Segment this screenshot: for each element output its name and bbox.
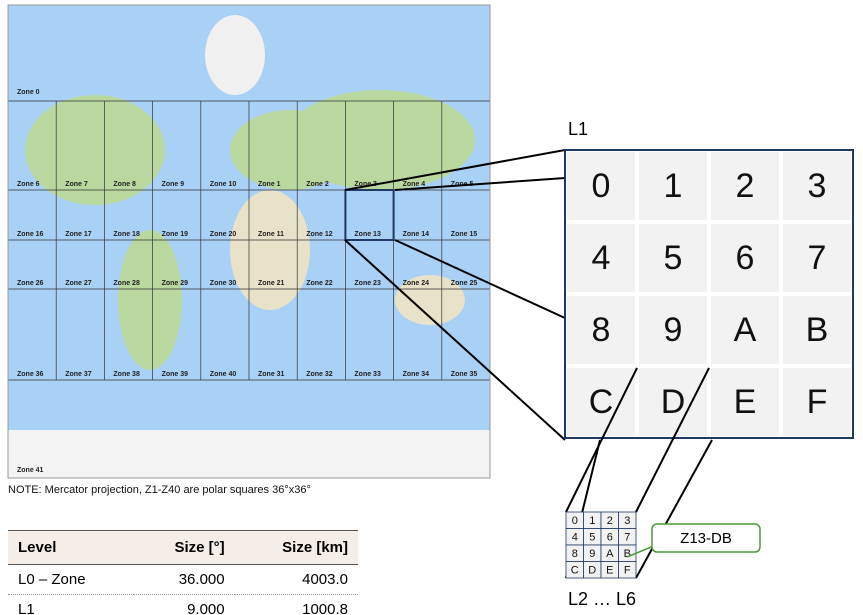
l1-cell-label: 2 bbox=[736, 167, 755, 205]
l1-cell-label: 0 bbox=[592, 167, 611, 205]
zone-label: Zone 31 bbox=[258, 371, 285, 378]
zone-label: Zone 11 bbox=[258, 231, 284, 238]
l2-cell-label: E bbox=[606, 565, 613, 577]
zone-label: Zone 30 bbox=[210, 280, 237, 287]
table-cell: L1 bbox=[8, 595, 134, 615]
zone-label: Zone 0 bbox=[17, 89, 40, 96]
zone-label: Zone 17 bbox=[65, 231, 92, 238]
zone-label: Zone 23 bbox=[354, 280, 381, 287]
zone-label: Zone 35 bbox=[451, 371, 478, 378]
l2-cell-label: C bbox=[571, 565, 579, 577]
table-header: Size [°] bbox=[134, 531, 235, 565]
zone-label: Zone 27 bbox=[65, 280, 92, 287]
zone-label: Zone 19 bbox=[162, 231, 189, 238]
l1-cell-label: 6 bbox=[736, 239, 755, 277]
table-header: Level bbox=[8, 531, 134, 565]
zone-label: Zone 32 bbox=[306, 371, 333, 378]
l1-cell-label: D bbox=[661, 383, 686, 421]
zone-label: Zone 26 bbox=[17, 280, 44, 287]
zone-label: Zone 7 bbox=[65, 181, 88, 188]
l1-label: L1 bbox=[568, 119, 588, 139]
l2-cell-label: 7 bbox=[624, 532, 630, 544]
l2-cell-label: 9 bbox=[589, 548, 595, 560]
l2-cell-label: 2 bbox=[607, 515, 613, 527]
zone-label: Zone 37 bbox=[65, 371, 92, 378]
zone-label: Zone 16 bbox=[17, 231, 44, 238]
l1-cell-label: 5 bbox=[664, 239, 683, 277]
zone-label: Zone 38 bbox=[113, 371, 140, 378]
l1-cell-label: A bbox=[734, 311, 757, 349]
zone-label: Zone 15 bbox=[451, 231, 478, 238]
l2-cell-label: A bbox=[606, 548, 614, 560]
connector bbox=[636, 440, 712, 578]
table-cell: 9.000 bbox=[134, 595, 235, 615]
l1-cell-label: 7 bbox=[808, 239, 827, 277]
zone-label: Zone 25 bbox=[451, 280, 478, 287]
zone-label: Zone 22 bbox=[306, 280, 333, 287]
l1-cell-label: C bbox=[589, 383, 614, 421]
table-cell: 4003.0 bbox=[235, 565, 358, 595]
l2-cell-label: 0 bbox=[572, 515, 578, 527]
zone-label: Zone 8 bbox=[113, 181, 136, 188]
l1-cell-label: E bbox=[734, 383, 757, 421]
l2-cell-label: 8 bbox=[572, 548, 578, 560]
zone-label: Zone 21 bbox=[258, 280, 285, 287]
zone-label: Zone 24 bbox=[403, 280, 430, 287]
table-cell: 36.000 bbox=[134, 565, 235, 595]
table-cell: 1000.8 bbox=[235, 595, 358, 615]
zone-label: Zone 18 bbox=[113, 231, 140, 238]
l1-cell-label: 9 bbox=[664, 311, 683, 349]
l2-cell-label: F bbox=[624, 565, 631, 577]
page: Zone 0 Zone 41 NOTE: Mercator projection… bbox=[0, 0, 863, 615]
l2-cell-label: 3 bbox=[624, 515, 630, 527]
zone-label: Zone 20 bbox=[210, 231, 237, 238]
diagram: Zone 0 Zone 41 NOTE: Mercator projection… bbox=[0, 0, 863, 615]
l1-cell-label: 1 bbox=[664, 167, 683, 205]
note: NOTE: Mercator projection, Z1-Z40 are po… bbox=[8, 484, 311, 496]
zone-label: Zone 41 bbox=[17, 467, 44, 474]
l2-label: L2 … L6 bbox=[568, 589, 636, 609]
zone-label: Zone 4 bbox=[403, 181, 426, 188]
l1-cell-label: 8 bbox=[592, 311, 611, 349]
l2-cell-label: B bbox=[624, 548, 631, 560]
zone-label: Zone 40 bbox=[210, 371, 237, 378]
l2-cell-label: D bbox=[588, 565, 596, 577]
zone-label: Zone 33 bbox=[354, 371, 381, 378]
zone-label: Zone 13 bbox=[354, 231, 381, 238]
zone-label: Zone 28 bbox=[113, 280, 140, 287]
zone-label: Zone 14 bbox=[403, 231, 430, 238]
table-header: Size [km] bbox=[235, 531, 358, 565]
l2-cell-label: 6 bbox=[607, 532, 613, 544]
l1-cell-label: B bbox=[806, 311, 829, 349]
table-cell: L0 – Zone bbox=[8, 565, 134, 595]
zone-label: Zone 34 bbox=[403, 371, 430, 378]
zone-label: Zone 2 bbox=[306, 181, 329, 188]
l2-cell-label: 4 bbox=[572, 532, 578, 544]
zone-label: Zone 12 bbox=[306, 231, 333, 238]
l1-cell-label: F bbox=[807, 383, 828, 421]
zone-label: Zone 36 bbox=[17, 371, 44, 378]
callout-text: Z13-DB bbox=[680, 530, 732, 547]
zone-label: Zone 39 bbox=[162, 371, 189, 378]
zone-label: Zone 29 bbox=[162, 280, 189, 287]
l2-cell-label: 1 bbox=[589, 515, 595, 527]
l1-cell-label: 4 bbox=[592, 239, 611, 277]
zone-label: Zone 1 bbox=[258, 181, 281, 188]
zone-label: Zone 6 bbox=[17, 181, 40, 188]
zone-label: Zone 9 bbox=[162, 181, 185, 188]
l1-cell-label: 3 bbox=[808, 167, 827, 205]
l2-cell-label: 5 bbox=[589, 532, 595, 544]
zone-label: Zone 10 bbox=[210, 181, 237, 188]
